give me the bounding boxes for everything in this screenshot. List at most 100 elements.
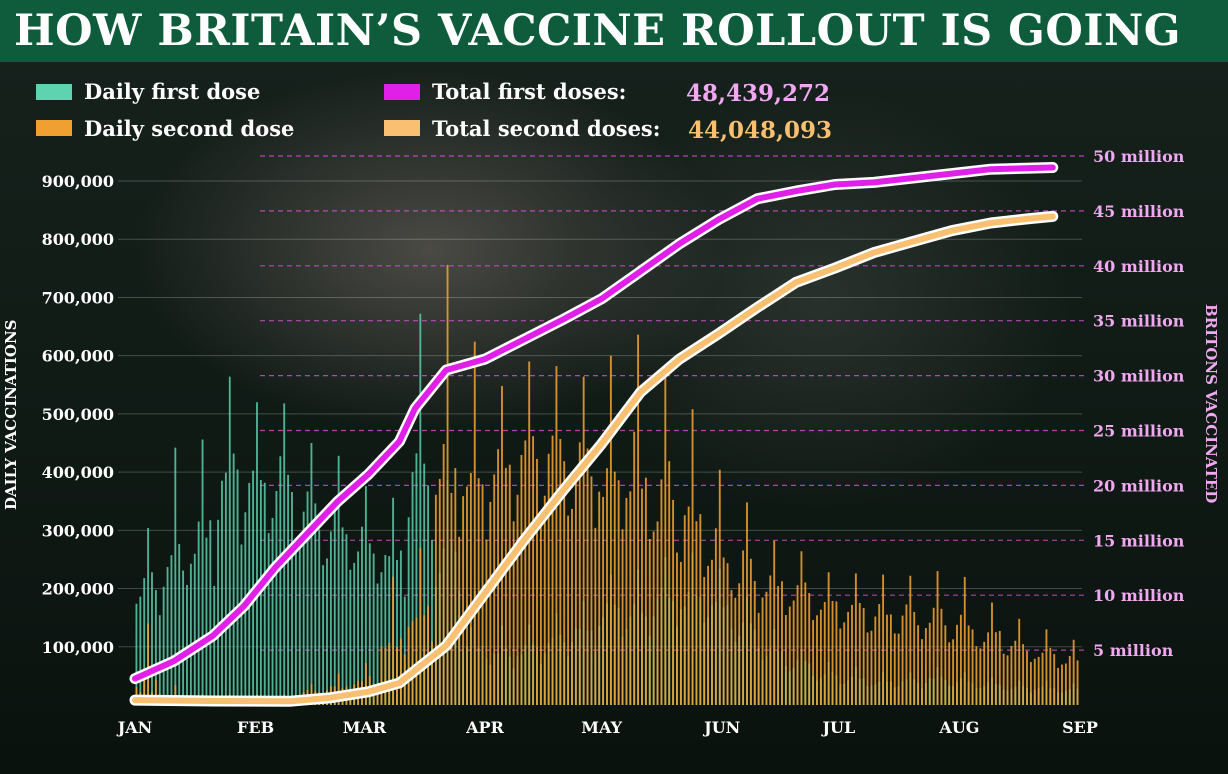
x-tick-label: FEB xyxy=(237,718,274,737)
right-tick-label: 30 million xyxy=(1093,367,1185,386)
bar-daily-first xyxy=(337,455,340,705)
bar-daily-second xyxy=(959,614,962,705)
bar-daily-second xyxy=(944,625,947,705)
bar-daily-second xyxy=(878,604,881,705)
bar-daily-second xyxy=(897,633,900,705)
bar-daily-first xyxy=(201,439,204,705)
bar-daily-second xyxy=(683,515,686,705)
bar-daily-second xyxy=(835,601,838,705)
bar-daily-first xyxy=(341,527,344,705)
x-tick-label: JUL xyxy=(820,718,855,737)
bar-daily-second xyxy=(800,551,803,705)
bar-daily-second xyxy=(590,476,593,705)
bar-daily-second xyxy=(963,576,966,705)
bar-daily-second xyxy=(504,467,507,705)
bar-daily-second xyxy=(1022,644,1025,705)
bar-daily-second xyxy=(143,680,146,705)
x-tick-label: JAN xyxy=(116,718,153,737)
bar-daily-second xyxy=(746,502,748,705)
bar-daily-second xyxy=(524,440,527,705)
bar-daily-first xyxy=(415,453,418,705)
bar-daily-second xyxy=(621,529,624,705)
bar-daily-first xyxy=(135,603,138,705)
bar-daily-second xyxy=(582,376,585,705)
bar-daily-second xyxy=(664,366,667,705)
bar-daily-first xyxy=(217,519,220,705)
bar-daily-second xyxy=(874,616,877,705)
bar-daily-first xyxy=(310,443,313,705)
bar-daily-second xyxy=(761,597,764,705)
bar-daily-second xyxy=(769,575,772,705)
bar-daily-second xyxy=(337,673,340,705)
left-tick-label: 200,000 xyxy=(42,580,114,599)
bar-daily-second xyxy=(952,639,955,705)
bar-daily-second xyxy=(376,686,379,705)
bar-daily-second xyxy=(555,366,558,705)
bar-daily-second xyxy=(501,385,503,705)
legend-label-daily-second: Daily second dose xyxy=(84,116,294,141)
bar-daily-second xyxy=(773,540,776,705)
bar-daily-second xyxy=(738,583,741,705)
bar-daily-second xyxy=(812,620,815,705)
bar-daily-second xyxy=(407,626,410,705)
bar-daily-first xyxy=(431,540,433,705)
bar-daily-second xyxy=(644,477,647,705)
bar-daily-second xyxy=(913,611,916,705)
bar-daily-first xyxy=(178,543,181,705)
bar-daily-first xyxy=(205,537,208,705)
bar-daily-second xyxy=(652,531,655,705)
bar-daily-second xyxy=(994,632,997,705)
bar-daily-second xyxy=(781,581,783,705)
legend-swatch-total-first xyxy=(384,84,420,100)
title-bar: HOW BRITAIN’S VACCINE ROLLOUT IS GOING xyxy=(0,0,1228,62)
bar-daily-second xyxy=(928,622,931,705)
bar-daily-second xyxy=(843,622,846,705)
bar-daily-second xyxy=(991,602,993,705)
bar-daily-second xyxy=(543,495,546,705)
bar-daily-second xyxy=(1041,652,1044,705)
bar-daily-second xyxy=(792,600,795,705)
bar-daily-second xyxy=(1045,629,1048,705)
bar-daily-second xyxy=(893,633,896,705)
bar-daily-second xyxy=(819,609,822,705)
bar-daily-second xyxy=(757,612,760,705)
left-axis-label: DAILY VACCINATIONS xyxy=(2,319,20,510)
bar-daily-second xyxy=(469,473,472,705)
left-tick-label: 400,000 xyxy=(42,463,114,482)
bar-daily-first xyxy=(318,529,321,705)
x-tick-label: MAY xyxy=(581,718,622,737)
right-axis-label: BRITONS VACCINATED xyxy=(1202,304,1220,503)
bar-daily-first xyxy=(364,486,367,705)
total-second-line xyxy=(132,213,1056,705)
bar-daily-second xyxy=(1010,645,1013,705)
bar-daily-second xyxy=(637,334,640,705)
bar-daily-second xyxy=(971,629,974,705)
bar-daily-second xyxy=(563,461,566,705)
left-tick-label: 800,000 xyxy=(42,230,114,249)
bar-daily-second xyxy=(1049,647,1052,705)
legend-label-total-second: Total second doses: xyxy=(432,116,661,141)
bar-daily-first xyxy=(162,586,165,705)
legend: Daily first dose Daily second dose Total… xyxy=(36,79,832,144)
bar-daily-second xyxy=(777,586,780,705)
bar-daily-second xyxy=(648,539,651,705)
left-tick-label: 600,000 xyxy=(42,347,114,366)
legend-label-total-first: Total first doses: xyxy=(432,79,626,104)
bar-daily-second xyxy=(851,604,853,705)
bar-daily-first xyxy=(302,511,305,705)
bar-daily-first xyxy=(267,533,270,705)
right-tick-label: 5 million xyxy=(1093,641,1174,660)
bar-daily-second xyxy=(983,641,986,705)
bar-daily-first xyxy=(407,517,410,705)
bar-daily-second xyxy=(847,611,850,705)
bar-daily-first xyxy=(388,556,391,705)
left-tick-label: 700,000 xyxy=(42,288,114,307)
bar-daily-second xyxy=(749,558,752,705)
bar-daily-second xyxy=(154,679,157,705)
bar-daily-second xyxy=(742,550,745,705)
bar-daily-second xyxy=(466,486,468,705)
bar-daily-first xyxy=(368,543,371,705)
bar-daily-second xyxy=(687,506,690,705)
bar-daily-first xyxy=(291,492,293,705)
